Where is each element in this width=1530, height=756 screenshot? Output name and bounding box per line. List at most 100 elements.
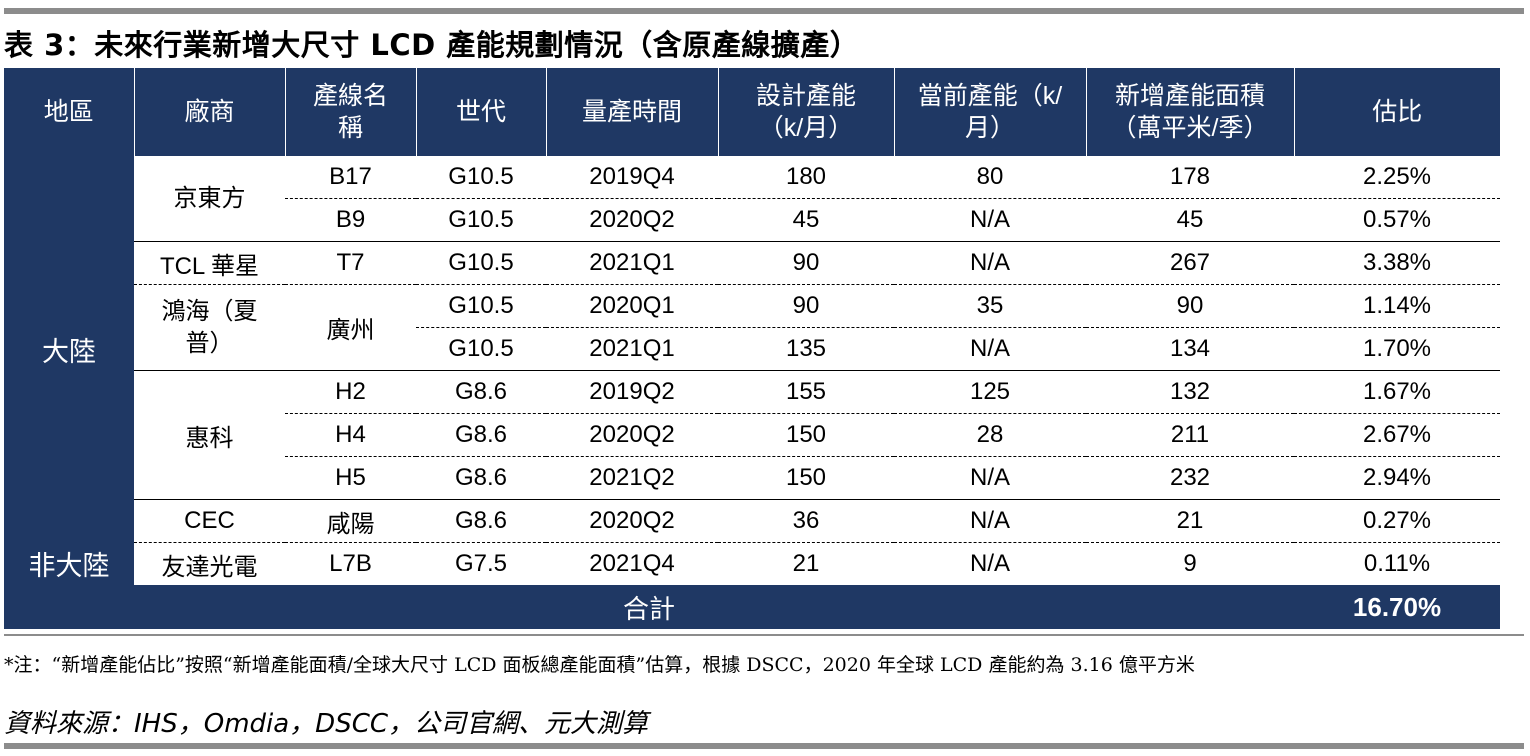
cell-gen: G7.5 [454, 550, 508, 577]
cell-design: 150 [718, 413, 894, 457]
cell-time: 2021Q2 [546, 456, 718, 500]
table-row: H4 G8.6 2020Q2 150 28 211 2.67% [4, 413, 1500, 457]
cell-area: 21 [1086, 499, 1294, 543]
total-label: 合計 [4, 585, 1294, 629]
table-row: 鴻海（夏普） 廣州 G10.5 2020Q1 90 35 90 1.14% [4, 284, 1500, 371]
table-row: H5 G8.6 2021Q2 150 N/A 232 2.94% [4, 456, 1500, 500]
vendor-foxconn: 鴻海（夏普） [134, 284, 285, 371]
cell-time: 2019Q2 [546, 370, 718, 414]
cell-share: 1.14% [1294, 284, 1500, 328]
cell-design: 155 [718, 370, 894, 414]
cell-design: 135 [718, 327, 894, 371]
total-row: 合計 16.70% [4, 585, 1500, 629]
table-row: G10.5 2021Q1 135 N/A 134 1.70% [4, 327, 1500, 371]
cell-gen: G10.5 [416, 198, 546, 242]
cell-share: 0.11% [1363, 550, 1431, 577]
bottom-rule [4, 743, 1524, 749]
top-rule [4, 8, 1524, 14]
vendor-tcl: TCL 華星 [134, 241, 285, 285]
cell-line: B9 [285, 198, 416, 242]
cell-current: N/A [894, 327, 1086, 371]
region-mainland: 大陸 [4, 156, 134, 543]
cell-line: H4 [285, 413, 416, 457]
cell-current: N/A [894, 198, 1086, 242]
cell-area: 211 [1086, 413, 1294, 457]
cell-area: 178 [1086, 156, 1294, 199]
footnote: *注：“新增產能佔比”按照“新增產能面積/全球大尺寸 LCD 面板總產能面積”估… [4, 654, 1195, 676]
cell-design: 90 [718, 284, 894, 328]
table-row: TCL 華星 T7 G10.5 2021Q1 90 N/A 267 3.38% [4, 241, 1500, 285]
cell-line: H2 [285, 370, 416, 414]
cell-gen: G10.5 [416, 156, 546, 199]
vendor-cec: CEC [134, 499, 285, 543]
cell-design: 36 [718, 499, 894, 543]
cell-line: H5 [285, 456, 416, 500]
cell-current: 28 [894, 413, 1086, 457]
header-new-area: 新增產能面積（萬平米/季） [1086, 68, 1295, 156]
cell-area: 134 [1086, 327, 1294, 371]
cell-share: 2.25% [1294, 156, 1500, 199]
cell-time: 2021Q1 [546, 327, 718, 371]
cell-design: 45 [718, 198, 894, 242]
cell-area: 9 [1183, 550, 1197, 577]
header-design-capacity-text: 設計產能（k/月） [755, 82, 856, 142]
total-value: 16.70% [1294, 585, 1500, 629]
cell-gen: G8.6 [416, 499, 546, 543]
header-design-capacity: 設計產能（k/月） [718, 68, 895, 156]
cell-line: B17 [285, 156, 416, 199]
region-non-mainland: 非大陸 [4, 542, 134, 585]
header-current-capacity-text: 當前產能（k/月） [917, 82, 1063, 142]
cell-area: 45 [1086, 198, 1294, 242]
cell-time: 2020Q1 [546, 284, 718, 328]
cell-gen: G10.5 [416, 284, 546, 328]
header-vendor: 廠商 [134, 68, 286, 156]
cell-gen: G8.6 [416, 370, 546, 414]
cell-share: 0.27% [1294, 499, 1500, 543]
cell-current: N/A [894, 499, 1086, 543]
table-row: CEC 咸陽 G8.6 2020Q2 36 N/A 21 0.27% [4, 499, 1500, 543]
vendor-hkc: 惠科 [134, 370, 285, 500]
cell-line: T7 [285, 241, 416, 285]
header-line-name-text: 產線名稱 [312, 82, 388, 142]
cell-current: 125 [894, 370, 1086, 414]
cell-current: 35 [894, 284, 1086, 328]
vendor-auo: 友達光電 [161, 553, 258, 581]
header-line-name: 產線名稱 [285, 68, 417, 156]
cell-time: 2021Q4 [589, 550, 675, 577]
cell-share: 1.67% [1294, 370, 1500, 414]
cell-line: 咸陽 [285, 499, 416, 543]
header-new-area-text: 新增產能面積（萬平米/季） [1111, 82, 1269, 142]
cell-time: 2020Q2 [546, 198, 718, 242]
cell-area: 132 [1086, 370, 1294, 414]
source-line: 資料來源：IHS，Omdia，DSCC，公司官網、元大測算 [4, 709, 649, 739]
cell-share: 3.38% [1294, 241, 1500, 285]
cell-time: 2019Q4 [546, 156, 718, 199]
cell-area: 90 [1086, 284, 1294, 328]
cell-design: 21 [792, 550, 820, 577]
header-current-capacity: 當前產能（k/月） [894, 68, 1087, 156]
table-row: 惠科 H2 G8.6 2019Q2 155 125 132 1.67% [4, 370, 1500, 500]
vendor-foxconn-line: 廣州 [285, 284, 416, 371]
cell-gen: G10.5 [416, 327, 546, 371]
vendor-boe: 京東方 [134, 156, 285, 242]
header-region: 地區 [4, 68, 135, 156]
cell-gen: G8.6 [416, 413, 546, 457]
cell-design: 90 [718, 241, 894, 285]
cell-current: N/A [894, 241, 1086, 285]
cell-time: 2020Q2 [546, 413, 718, 457]
cell-current: N/A [894, 456, 1086, 500]
mid-rule [4, 634, 1524, 636]
table-row: 非大陸 友達光電 L7B G7.5 2021Q4 21 N/A 9 0.11% [4, 542, 1500, 585]
cell-gen: G10.5 [416, 241, 546, 285]
cell-time: 2021Q1 [546, 241, 718, 285]
cell-current: N/A [969, 550, 1010, 577]
cell-line: L7B [329, 550, 372, 577]
cell-share: 0.57% [1294, 198, 1500, 242]
table-title: 表 3：未來行業新增大尺寸 LCD 產能規劃情況（含原產線擴產） [4, 28, 860, 62]
cell-current: 80 [894, 156, 1086, 199]
vendor-foxconn-text: 鴻海（夏普） [161, 297, 258, 357]
header-share: 估比 [1294, 68, 1500, 156]
cell-design: 150 [718, 456, 894, 500]
cell-share: 1.70% [1294, 327, 1500, 371]
cell-gen: G8.6 [416, 456, 546, 500]
